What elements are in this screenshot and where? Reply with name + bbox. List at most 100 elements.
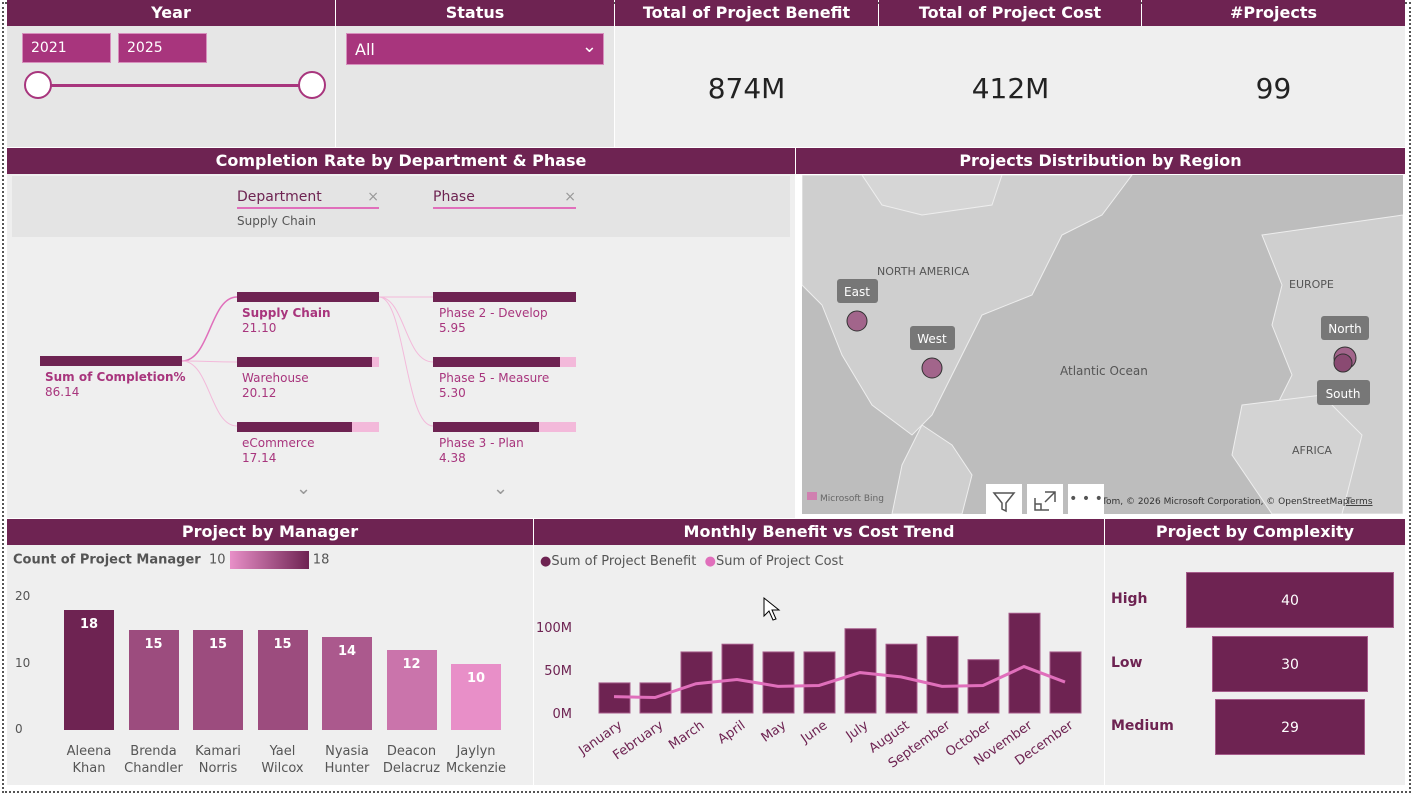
manager-bar[interactable]: 12: [386, 650, 437, 730]
x-tick-label: Deacon Delacruz: [382, 744, 441, 776]
level2-bar[interactable]: [433, 357, 576, 367]
x-tick-label: Jaylyn Mckenzie: [445, 744, 507, 776]
department-filter-value: Supply Chain: [237, 214, 316, 228]
kpi-cost-title: Total of Project Cost: [879, 0, 1141, 26]
complexity-bar[interactable]: 40: [1186, 572, 1394, 628]
y-tick: 50M: [544, 664, 572, 679]
level2-node-label: Phase 2 - Develop 5.95: [439, 306, 548, 336]
manager-bar[interactable]: 15: [193, 630, 243, 730]
root-value: 86.14: [45, 385, 80, 399]
region-map[interactable]: NORTH AMERICA EUROPE Atlantic Ocean AFRI…: [802, 175, 1403, 514]
x-tick-label: May: [759, 718, 790, 746]
map-label-atlantic: Atlantic Ocean: [1060, 364, 1148, 378]
root-bar[interactable]: [40, 356, 182, 366]
decomp-title: Completion Rate by Department & Phase: [7, 148, 795, 174]
chevron-down-icon[interactable]: ⌄: [296, 478, 312, 499]
level2-name: Phase 5 - Measure: [439, 371, 550, 385]
legend-min: 10: [208, 552, 226, 568]
map-title: Projects Distribution by Region: [796, 148, 1405, 174]
benefit-bar[interactable]: [926, 635, 959, 714]
y-tick: 0M: [553, 707, 573, 722]
x-tick-label: Nyasia Hunter: [324, 744, 370, 776]
level1-name: Warehouse: [242, 371, 309, 385]
y-tick: 10: [15, 655, 31, 670]
svg-text:North: North: [1328, 322, 1362, 336]
level1-bar-fill: [237, 422, 353, 432]
status-dropdown[interactable]: All ⌄: [346, 33, 604, 65]
close-icon[interactable]: ×: [564, 189, 576, 205]
svg-text:South: South: [1326, 387, 1361, 401]
level1-bar-fill: [237, 292, 379, 302]
level2-name: Phase 2 - Develop: [439, 306, 548, 320]
kpi-projects-title: #Projects: [1142, 0, 1405, 26]
level1-bar[interactable]: [237, 292, 379, 302]
kpi-projects-value: 99: [1255, 72, 1292, 105]
monthly-title: Monthly Benefit vs Cost Trend: [534, 519, 1104, 545]
legend-dot-benefit: ●: [540, 554, 552, 569]
focus-mode-icon[interactable]: [1027, 484, 1063, 518]
benefit-bar[interactable]: [1049, 651, 1082, 714]
year-from-input[interactable]: 2021: [22, 33, 111, 63]
year-slider-track[interactable]: [38, 84, 312, 87]
level1-bar[interactable]: [237, 422, 379, 432]
benefit-bar[interactable]: [885, 643, 918, 714]
map-label-north-america: NORTH AMERICA: [877, 265, 970, 278]
complexity-title: Project by Complexity: [1105, 519, 1405, 545]
year-to-input[interactable]: 2025: [118, 33, 207, 63]
kpi-benefit-title: Total of Project Benefit: [615, 0, 878, 26]
level1-name: eCommerce: [242, 436, 315, 450]
level1-node-label: Warehouse 20.12: [242, 371, 309, 401]
year-slicer-title: Year: [7, 0, 335, 26]
map-bubble-east: East: [837, 279, 878, 332]
level2-node-label: Phase 5 - Measure 5.30: [439, 371, 549, 401]
y-tick: 0: [15, 722, 23, 736]
level2-bar[interactable]: [433, 292, 576, 302]
manager-bar[interactable]: 15: [257, 630, 308, 730]
level1-value: 21.10: [242, 321, 277, 335]
x-tick-label: Yael Wilcox: [261, 744, 304, 776]
department-label: Department: [237, 189, 322, 205]
map-label-europe: EUROPE: [1289, 278, 1334, 291]
map-bubble-south: South: [1317, 353, 1370, 405]
manager-bar[interactable]: 10: [451, 663, 501, 730]
close-icon[interactable]: ×: [367, 189, 379, 205]
level2-bar[interactable]: [433, 422, 576, 432]
complexity-bar[interactable]: 30: [1212, 635, 1368, 692]
level2-name: Phase 3 - Plan: [439, 436, 524, 450]
legend-dot-cost: ●: [704, 554, 716, 569]
manager-title: Project by Manager: [7, 519, 533, 545]
manager-legend: Count of Project Manager 10 18: [13, 551, 329, 569]
x-tick-label: June: [798, 718, 831, 747]
more-options-icon[interactable]: • • •: [1068, 484, 1104, 518]
department-level-header[interactable]: Department ×: [237, 189, 379, 209]
monthly-legend: ●Sum of Project Benefit ●Sum of Project …: [540, 554, 843, 569]
level2-bar-fill: [433, 357, 561, 367]
svg-text:West: West: [917, 332, 947, 346]
manager-bar[interactable]: 14: [322, 636, 372, 730]
level2-bar-fill: [433, 292, 576, 302]
level2-bar-fill: [433, 422, 539, 432]
mouse-cursor-icon: [763, 596, 781, 621]
chevron-down-icon[interactable]: ⌄: [493, 478, 509, 499]
benefit-bar[interactable]: [762, 651, 795, 714]
benefit-bar[interactable]: [844, 628, 877, 714]
level1-bar-fill: [237, 357, 372, 367]
map-attribution: Tom, © 2026 Microsoft Corporation, © Ope…: [1101, 497, 1349, 507]
kpi-benefit-value: 874M: [707, 72, 786, 105]
year-slider-start-handle[interactable]: [24, 71, 52, 99]
cost-line: [613, 664, 1066, 700]
decomp-connectors: [181, 296, 434, 427]
filter-icon[interactable]: [986, 484, 1022, 518]
level1-value: 20.12: [242, 386, 277, 400]
y-tick: 20: [15, 589, 31, 603]
manager-bar[interactable]: 15: [128, 630, 179, 730]
year-slider-end-handle[interactable]: [298, 71, 326, 99]
complexity-bar[interactable]: 29: [1214, 699, 1366, 755]
manager-bar[interactable]: 18: [64, 610, 114, 730]
level2-value: 5.30: [439, 386, 466, 400]
benefit-bar[interactable]: [1008, 612, 1041, 714]
status-slicer-title: Status: [336, 0, 614, 26]
level1-bar[interactable]: [237, 357, 379, 367]
phase-level-header[interactable]: Phase ×: [433, 189, 576, 209]
